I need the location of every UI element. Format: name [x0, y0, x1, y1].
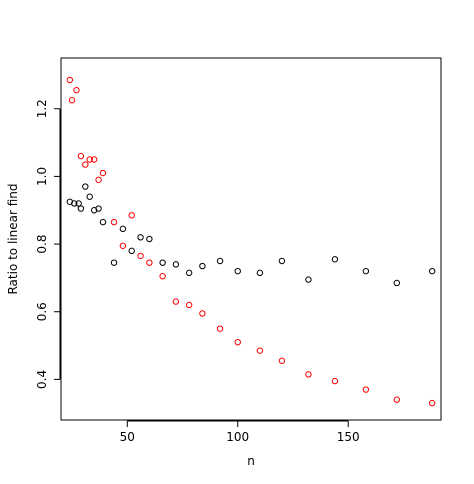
y-tick-label: 0.8: [35, 235, 49, 254]
red-data-point: [393, 396, 401, 403]
black-data-point: [95, 205, 102, 212]
y-tick-label: 1.0: [35, 167, 49, 186]
x-axis-label: n: [247, 454, 255, 468]
red-data-point: [256, 347, 264, 354]
red-data-point: [119, 242, 127, 249]
black-data-point: [71, 200, 78, 207]
black-data-point: [278, 257, 286, 265]
red-data-point: [234, 338, 241, 346]
plot-frame: [60, 57, 442, 421]
black-data-point: [362, 267, 370, 275]
black-data-point: [159, 259, 166, 266]
black-data-point: [137, 234, 144, 241]
black-data-point: [146, 235, 153, 243]
red-data-point: [362, 386, 370, 393]
x-tick-label: 50: [120, 430, 135, 444]
black-data-point: [185, 269, 193, 277]
black-data-point: [393, 279, 401, 287]
y-tick-label: 0.4: [35, 370, 49, 389]
data-points: [66, 76, 436, 407]
black-data-point: [75, 200, 82, 207]
black-data-point: [216, 257, 224, 265]
red-data-point: [110, 218, 118, 226]
red-data-point: [216, 325, 224, 332]
red-data-point: [68, 97, 76, 104]
red-data-point: [172, 298, 180, 305]
red-data-point: [77, 152, 85, 160]
black-data-point: [305, 276, 312, 283]
black-data-point: [128, 247, 135, 255]
red-data-point: [99, 169, 107, 177]
black-data-point: [86, 193, 93, 200]
red-data-point: [199, 310, 206, 317]
y-tick-label: 0.6: [35, 302, 49, 321]
black-data-point: [110, 259, 118, 266]
red-data-point: [428, 399, 436, 407]
red-data-point: [95, 176, 102, 183]
red-data-point: [73, 86, 80, 94]
y-axis: 0.4 0.6 0.8 1.0 1.2: [35, 99, 61, 389]
red-data-point: [331, 377, 339, 385]
red-data-point: [128, 212, 135, 219]
red-data-point: [66, 76, 74, 84]
black-data-point: [234, 267, 241, 275]
black-data-point: [99, 218, 107, 226]
black-data-point: [172, 261, 180, 268]
black-data-point: [199, 262, 206, 270]
black-data-point: [428, 267, 436, 275]
red-data-point: [305, 371, 312, 378]
x-axis: 50 100 150: [120, 420, 360, 444]
red-data-point: [90, 156, 98, 163]
x-tick-label: 100: [226, 430, 249, 444]
black-data-point: [331, 256, 339, 263]
red-data-point: [137, 252, 144, 260]
red-data-point: [82, 161, 89, 168]
black-data-point: [82, 183, 89, 190]
red-data-point: [86, 156, 93, 163]
black-data-point: [77, 205, 85, 212]
red-data-point: [159, 273, 166, 280]
x-tick-label: 150: [337, 430, 360, 444]
red-data-point: [185, 301, 193, 309]
y-axis-label: Ratio to linear find: [6, 183, 20, 294]
black-data-point: [119, 225, 127, 233]
red-data-point: [146, 259, 153, 266]
red-data-point: [278, 357, 286, 364]
black-data-point: [256, 269, 264, 277]
y-tick-label: 1.2: [35, 99, 49, 118]
